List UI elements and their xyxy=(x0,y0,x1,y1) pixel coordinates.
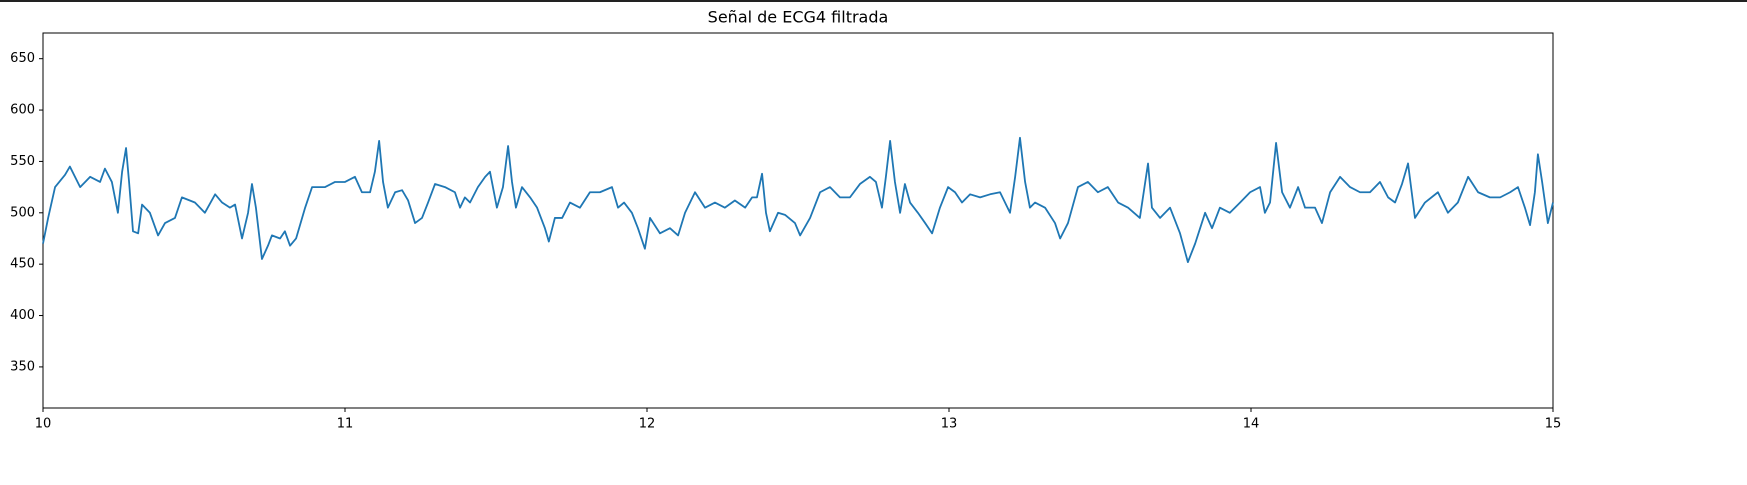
y-tick-label: 500 xyxy=(10,205,35,220)
x-tick-label: 13 xyxy=(941,417,958,432)
y-tick-label: 400 xyxy=(10,308,35,323)
x-tick-label: 12 xyxy=(639,417,656,432)
y-tick-label: 450 xyxy=(10,257,35,272)
y-tick-label: 650 xyxy=(10,51,35,66)
x-tick-label: 11 xyxy=(337,417,354,432)
y-tick-label: 550 xyxy=(10,154,35,169)
signal-line xyxy=(42,136,1554,264)
y-tick-label: 350 xyxy=(10,359,35,374)
y-tick-label: 600 xyxy=(10,103,35,118)
plot-frame xyxy=(42,32,1554,409)
window-edge xyxy=(0,0,1747,2)
x-tick-label: 14 xyxy=(1243,417,1260,432)
chart-title: Señal de ECG4 filtrada xyxy=(708,8,889,27)
x-tick-label: 10 xyxy=(35,417,52,432)
x-tick-label: 15 xyxy=(1545,417,1562,432)
